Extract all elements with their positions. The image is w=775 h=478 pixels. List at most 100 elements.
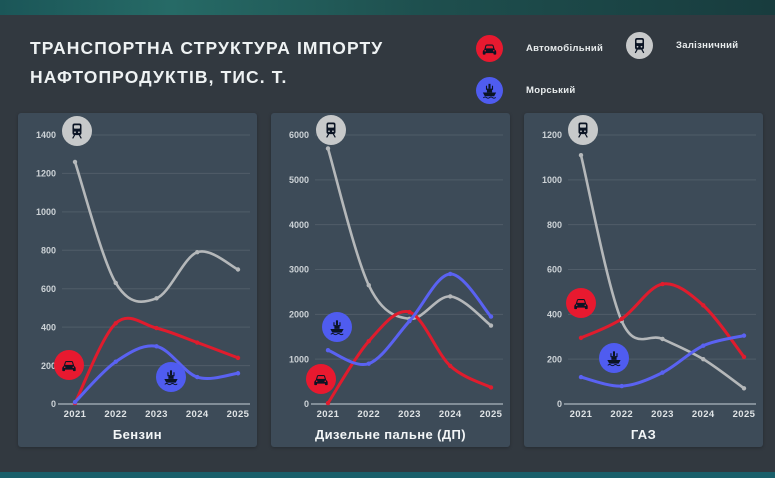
data-point-rail (701, 356, 706, 362)
y-tick-label: 800 (41, 245, 56, 255)
train-icon-badge (316, 115, 346, 145)
data-point-sea (113, 359, 118, 364)
ship-icon (330, 320, 344, 336)
y-tick-label: 600 (41, 284, 56, 294)
data-point-rail (325, 146, 331, 151)
x-tick-label: 2021 (64, 409, 87, 420)
legend-road-badge (476, 35, 503, 62)
data-point-sea (195, 374, 200, 380)
data-point-sea (235, 371, 241, 376)
legend-label-road: Автомобільний (526, 43, 604, 54)
top-accent-band (0, 0, 775, 15)
data-point-road (701, 303, 706, 308)
car-icon-badge (566, 288, 596, 318)
data-point-road (488, 385, 494, 390)
data-point-road (578, 335, 584, 341)
x-tick-label: 2024 (692, 409, 715, 420)
ship-icon (607, 351, 621, 367)
data-point-road (154, 325, 159, 331)
y-tick-label: 4000 (289, 220, 309, 230)
x-tick-label: 2022 (104, 409, 127, 420)
data-point-road (366, 339, 371, 344)
car-icon (482, 44, 497, 55)
y-tick-label: 400 (41, 322, 56, 332)
y-tick-label: 1000 (36, 207, 56, 217)
train-icon (578, 122, 588, 138)
train-icon-badge (568, 115, 598, 145)
series-line-rail (579, 153, 746, 390)
y-tick-label: 0 (304, 399, 309, 409)
data-point-sea (741, 333, 747, 338)
chart-canvas-gas: 0 200 400 600 800 1000 1200 2021 2022 2023 2024 202… (542, 115, 756, 420)
x-tick-label: 2023 (145, 409, 168, 420)
data-point-road (741, 354, 747, 360)
y-tick-label: 200 (547, 354, 562, 364)
train-icon-badge (62, 116, 92, 146)
page-title: ТРАНСПОРТНА СТРУКТУРА ІМПОРТУ НАФТОПРОДУ… (30, 34, 383, 92)
legend-sea-badge (476, 77, 503, 104)
x-tick-label: 2023 (398, 409, 421, 420)
x-tick-label: 2025 (733, 409, 756, 420)
chart-panel-benzyn: 0 200 400 600 800 1000 1200 1400 2021 2022 2023 202… (18, 113, 257, 447)
data-point-rail (741, 386, 747, 391)
chart-title-gas: ГАЗ (630, 427, 657, 442)
car-icon-badge (54, 350, 84, 380)
data-point-rail (72, 159, 78, 165)
data-point-rail (235, 267, 241, 272)
x-tick-label: 2022 (610, 409, 633, 420)
y-tick-label: 600 (547, 265, 562, 275)
x-tick-label: 2024 (186, 409, 209, 420)
chart-panel-diesel: 0 1000 2000 3000 4000 5000 6000 2021 2022 2023 202… (271, 113, 510, 447)
chart-title-benzyn: Бензин (112, 427, 163, 442)
ship-icon (482, 83, 497, 99)
data-point-rail (113, 280, 118, 286)
data-point-sea (154, 344, 159, 349)
series-line-rail (73, 160, 240, 303)
ship-icon-badge (322, 312, 352, 342)
footer-accent-bar (0, 472, 775, 478)
data-point-sea (660, 370, 665, 375)
data-point-rail (366, 282, 371, 288)
data-point-road (448, 363, 453, 369)
train-icon (72, 123, 82, 139)
y-tick-label: 0 (557, 399, 562, 409)
data-point-sea (448, 271, 453, 277)
data-point-road (619, 316, 624, 322)
legend: Автомобільний Залізничний Морський (468, 28, 768, 108)
chart-title-diesel: Дизельне пальне (ДП) (314, 427, 466, 442)
y-tick-label: 1200 (542, 130, 562, 140)
data-point-rail (660, 336, 665, 342)
data-point-rail (154, 296, 159, 301)
data-point-road (407, 309, 412, 315)
x-tick-label: 2025 (227, 409, 250, 420)
car-icon (314, 375, 328, 386)
car-icon (62, 361, 76, 372)
legend-item-road: Автомобільний (476, 35, 603, 62)
ship-icon (164, 370, 178, 386)
x-tick-label: 2025 (480, 409, 503, 420)
series-line-rail (326, 147, 493, 327)
data-point-sea (325, 348, 331, 353)
car-icon-badge (306, 364, 336, 394)
y-tick-label: 1200 (36, 169, 56, 179)
data-point-sea (578, 374, 584, 380)
car-icon (574, 299, 588, 310)
x-tick-label: 2024 (439, 409, 462, 420)
y-tick-label: 5000 (289, 175, 309, 185)
train-icon (634, 38, 645, 54)
data-point-road (113, 321, 118, 326)
y-tick-label: 2000 (289, 310, 309, 320)
y-tick-label: 800 (547, 220, 562, 230)
chart-panel-gas: 0 200 400 600 800 1000 1200 2021 2022 2023 2024 202… (524, 113, 763, 447)
chart-canvas-benzyn: 0 200 400 600 800 1000 1200 1400 2021 2022 2023 202… (36, 116, 250, 420)
series-line-road (73, 316, 240, 405)
data-point-rail (578, 152, 584, 158)
page-title-line2: НАФТОПРОДУКТІВ, ТИС. Т. (30, 67, 288, 87)
legend-label-rail: Залізничний (676, 40, 739, 51)
data-point-road (660, 281, 665, 287)
data-point-sea (488, 314, 494, 319)
y-tick-label: 0 (51, 399, 56, 409)
ship-icon-badge (599, 343, 629, 373)
data-point-sea (366, 361, 371, 366)
legend-item-rail: Залізничний (626, 32, 738, 59)
